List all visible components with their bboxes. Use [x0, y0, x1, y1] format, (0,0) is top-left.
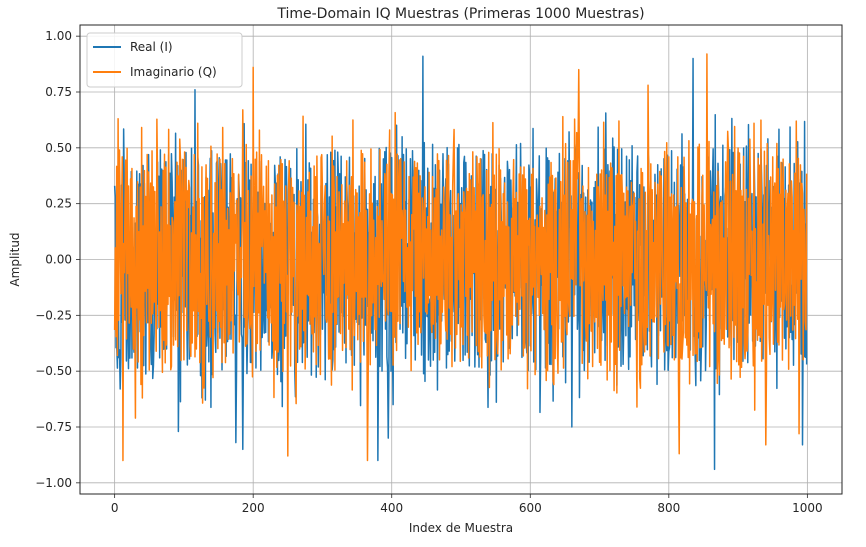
legend-label-real: Real (I) — [130, 40, 173, 54]
y-tick-label: 0.00 — [45, 253, 72, 267]
series-layer — [113, 53, 808, 471]
y-tick-label: −1.00 — [35, 476, 72, 490]
legend-box — [86, 32, 243, 88]
legend: Real (I) Imaginario (Q) — [86, 32, 243, 88]
y-tick-label: −0.25 — [35, 308, 72, 322]
x-tick-label: 400 — [380, 501, 403, 515]
y-tick-label: −0.75 — [35, 420, 72, 434]
y-tick-label: 1.00 — [45, 29, 72, 43]
x-tick-label: 600 — [519, 501, 542, 515]
legend-label-imag: Imaginario (Q) — [130, 65, 217, 79]
x-tick-label: 0 — [111, 501, 119, 515]
x-axis-label: Index de Muestra — [409, 521, 513, 535]
x-tick-label: 1000 — [792, 501, 823, 515]
x-tick-label: 800 — [657, 501, 680, 515]
y-tick-label: 0.50 — [45, 141, 72, 155]
plot-frame — [79, 24, 843, 495]
x-tick-label: 200 — [242, 501, 265, 515]
y-tick-label: 0.25 — [45, 197, 72, 211]
y-tick-label: −0.50 — [35, 364, 72, 378]
ticks: 0 200 400 600 800 1000 −1.00 −0.75 −0.50 −0.25 0.0… — [35, 29, 822, 515]
y-tick-label: 0.75 — [45, 85, 72, 99]
y-axis-label: Amplitud — [8, 232, 22, 286]
series-line-imag — [113, 53, 808, 462]
chart-title: Time-Domain IQ Muestras (Primeras 1000 M… — [276, 6, 644, 22]
